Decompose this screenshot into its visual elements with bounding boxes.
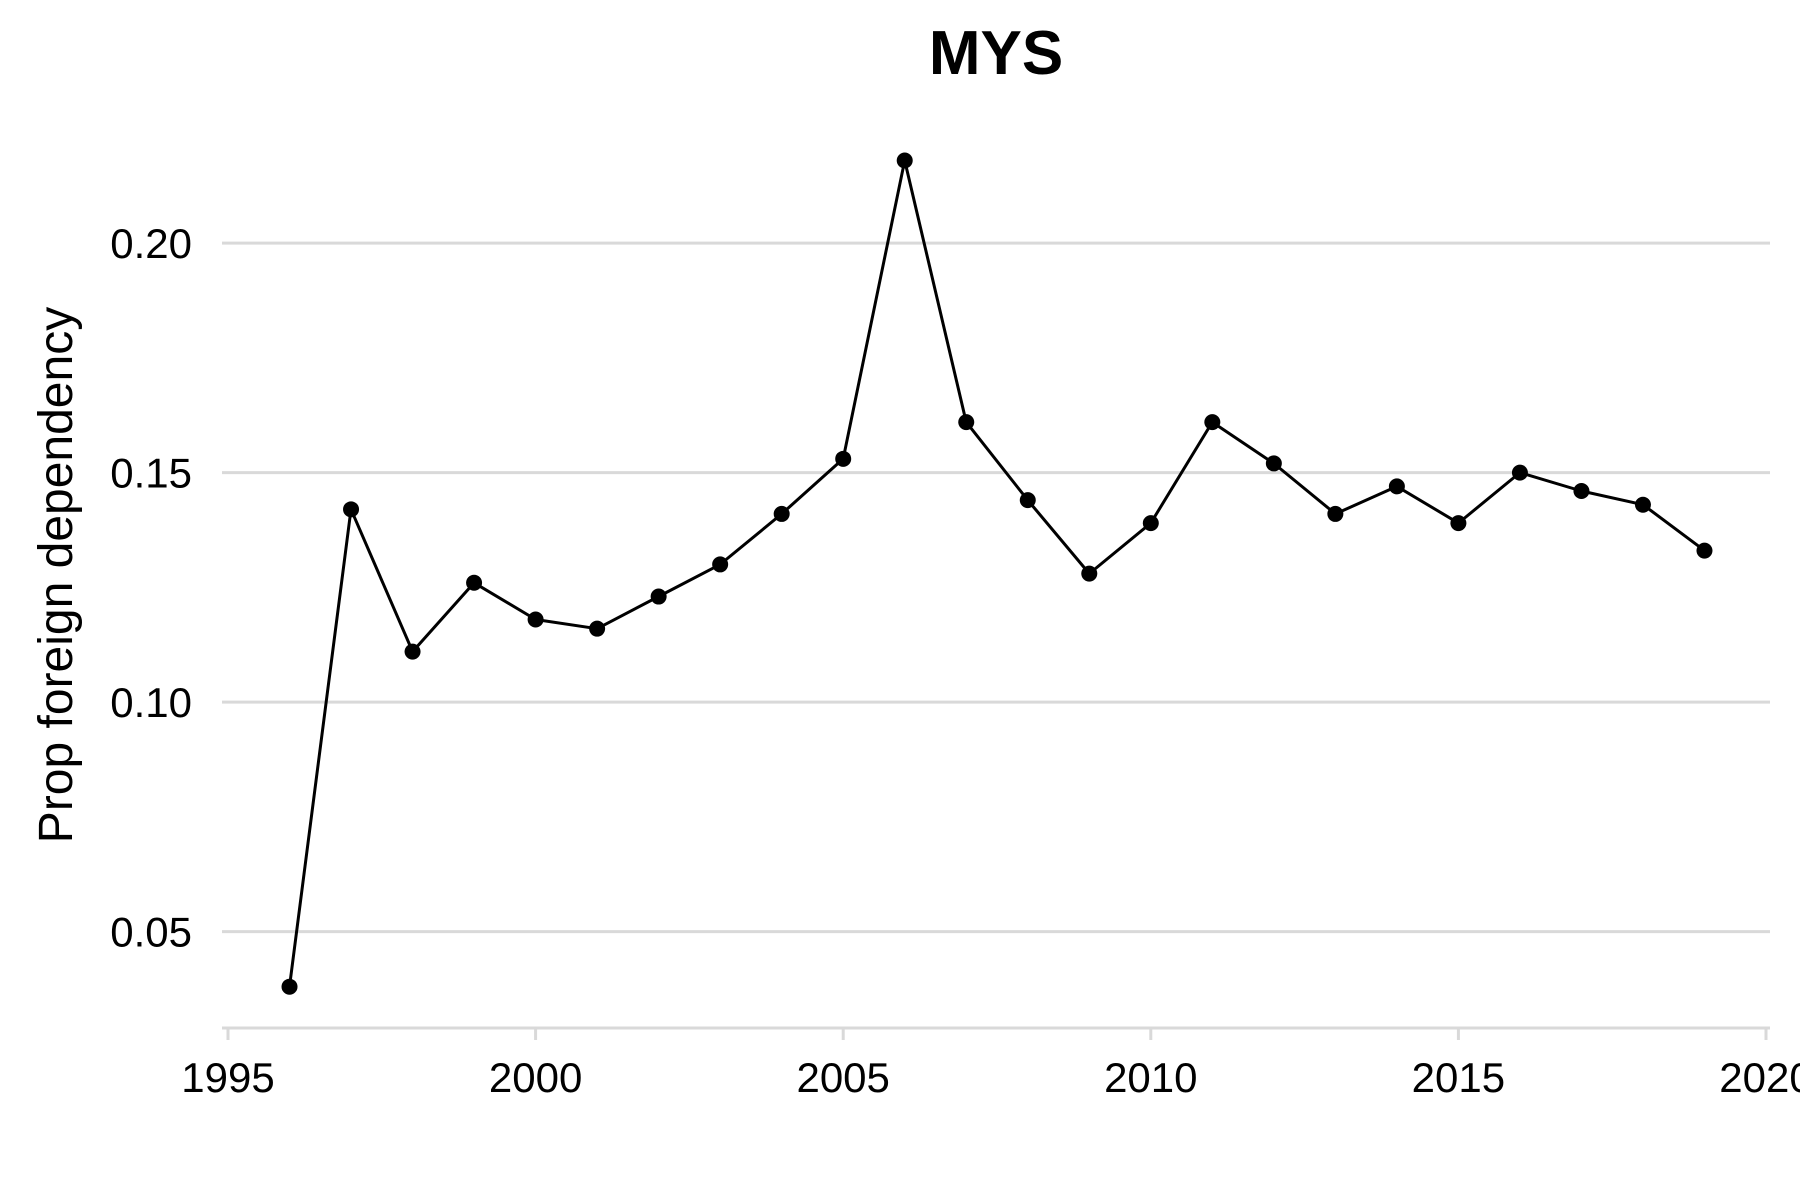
data-point — [1696, 542, 1713, 559]
data-point — [650, 588, 667, 605]
x-tick-label: 2010 — [1104, 1054, 1197, 1101]
data-point — [1204, 414, 1221, 431]
data-point — [773, 505, 790, 522]
x-axis-ticks: 1995 2000 2005 2010 2015 2020 — [181, 1028, 1800, 1101]
data-point — [1573, 482, 1590, 499]
series-line — [288, 159, 1706, 987]
data-point — [527, 611, 544, 628]
data-point — [404, 643, 421, 660]
data-point — [1142, 515, 1159, 532]
data-point — [958, 414, 975, 431]
x-tick-label: 2015 — [1412, 1054, 1505, 1101]
data-point — [1511, 464, 1528, 481]
y-axis-label: Prop foreign dependency — [30, 307, 83, 843]
y-tick-label: 0.15 — [110, 450, 192, 497]
data-point — [1265, 455, 1282, 472]
x-tick-label: 2000 — [489, 1054, 582, 1101]
y-tick-label: 0.20 — [110, 220, 192, 267]
data-point — [343, 501, 360, 518]
data-point — [1450, 515, 1467, 532]
x-tick-label: 1995 — [181, 1054, 274, 1101]
data-point — [835, 450, 852, 467]
series-layer — [281, 152, 1713, 995]
data-point — [589, 620, 606, 637]
data-point — [1019, 492, 1036, 509]
x-tick-label: 2005 — [796, 1054, 889, 1101]
x-tick-label: 2020 — [1719, 1054, 1800, 1101]
data-point — [1081, 565, 1098, 582]
data-point — [1327, 505, 1344, 522]
y-tick-label: 0.05 — [110, 909, 192, 956]
data-point — [712, 556, 729, 573]
gridlines — [222, 241, 1770, 934]
data-point — [1388, 478, 1405, 495]
data-point — [1634, 496, 1651, 513]
data-point — [281, 978, 298, 995]
chart-title: MYS — [929, 19, 1063, 88]
y-axis-ticks: 0.05 0.10 0.15 0.20 — [110, 220, 192, 956]
data-point — [466, 574, 483, 591]
y-tick-label: 0.10 — [110, 679, 192, 726]
data-point — [896, 152, 913, 169]
